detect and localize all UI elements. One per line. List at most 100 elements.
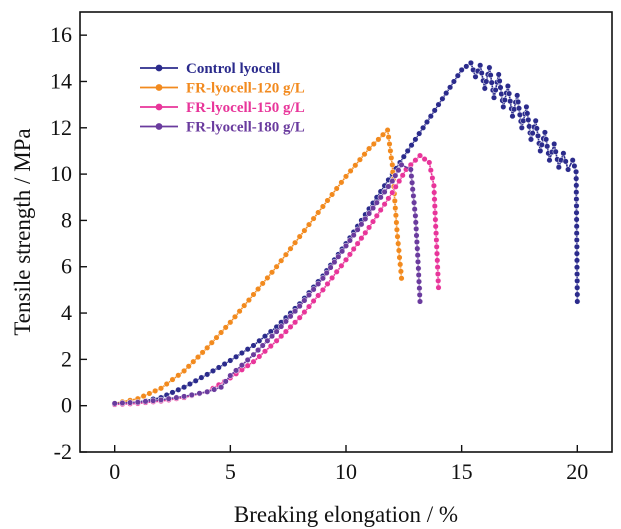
data-point <box>198 374 205 381</box>
data-point <box>433 243 440 250</box>
data-point <box>416 298 424 305</box>
y-tick-label: 10 <box>50 161 72 186</box>
data-point <box>412 219 419 226</box>
data-point <box>408 142 415 149</box>
data-point <box>506 90 513 97</box>
data-point <box>393 219 400 226</box>
data-point <box>331 259 338 266</box>
data-point <box>574 298 581 305</box>
x-tick-label: 15 <box>451 459 473 484</box>
data-point <box>552 148 559 155</box>
data-point <box>282 328 289 335</box>
data-point <box>415 271 422 279</box>
data-point <box>423 118 431 126</box>
data-point <box>529 130 536 137</box>
series-1 <box>111 59 581 408</box>
data-point <box>296 314 303 321</box>
data-point <box>384 127 391 134</box>
data-point <box>391 197 398 204</box>
data-point <box>361 151 368 158</box>
data-point <box>329 274 336 281</box>
data-point <box>392 172 399 179</box>
data-point <box>432 209 439 216</box>
data-point <box>218 384 225 391</box>
legend-marker <box>155 84 163 91</box>
legend-label: FR-lyocell-150 g/L <box>186 100 305 116</box>
data-point <box>544 143 551 150</box>
data-point <box>377 194 384 201</box>
data-point <box>369 218 377 225</box>
data-point <box>381 201 388 208</box>
data-point <box>273 337 280 344</box>
data-point <box>238 349 245 357</box>
data-point <box>278 323 285 330</box>
series-layer <box>111 59 581 408</box>
data-point <box>339 248 346 255</box>
data-point <box>389 161 396 168</box>
data-point <box>301 297 308 304</box>
data-point <box>287 313 294 320</box>
data-point <box>421 156 428 163</box>
x-tick-label: 5 <box>225 459 236 484</box>
data-point <box>534 132 542 139</box>
data-point <box>157 396 165 403</box>
data-point <box>335 253 342 260</box>
data-point <box>338 262 345 269</box>
data-point <box>398 275 405 282</box>
data-point <box>395 240 402 247</box>
data-point <box>394 233 401 240</box>
data-point <box>244 346 251 353</box>
legend-label: FR-lyocell-120 g/L <box>186 81 305 97</box>
data-point <box>250 291 257 298</box>
data-point <box>571 162 578 170</box>
data-point <box>486 64 493 71</box>
data-point <box>315 209 322 216</box>
data-point <box>565 166 572 173</box>
data-point <box>324 197 331 204</box>
data-point <box>287 323 294 330</box>
data-point <box>574 291 581 298</box>
y-tick-label: 4 <box>61 300 72 325</box>
data-point <box>273 263 280 270</box>
data-point <box>400 153 407 160</box>
data-point <box>301 227 308 234</box>
data-point <box>350 232 357 239</box>
data-point <box>264 337 271 344</box>
data-point <box>435 277 442 284</box>
data-point <box>352 162 359 169</box>
series-line <box>114 61 579 406</box>
data-point <box>463 63 470 70</box>
series-3 <box>111 152 442 408</box>
y-tick-label: 14 <box>50 68 72 93</box>
data-point <box>227 372 234 379</box>
data-point <box>366 210 373 217</box>
data-point <box>447 84 454 91</box>
y-tick-label: 2 <box>61 346 72 371</box>
data-point <box>282 318 289 325</box>
data-point <box>415 278 423 285</box>
data-point <box>573 202 580 209</box>
data-point <box>573 189 580 196</box>
data-point <box>181 384 188 391</box>
data-point <box>490 94 498 101</box>
data-point <box>261 348 269 355</box>
data-point <box>354 240 361 247</box>
data-point <box>573 257 581 264</box>
data-point <box>511 106 518 113</box>
data-point <box>218 329 225 336</box>
data-point <box>497 84 504 91</box>
data-point <box>208 339 215 346</box>
data-point <box>292 308 299 315</box>
data-point <box>227 357 234 364</box>
data-point <box>413 225 420 232</box>
data-point <box>146 390 153 397</box>
data-point <box>520 117 527 124</box>
data-point <box>543 136 550 143</box>
data-point <box>413 232 420 239</box>
data-point <box>346 251 353 258</box>
data-point <box>573 196 580 203</box>
data-point <box>467 59 474 66</box>
legend: Control lyocell FR-lyocell-120 g/L FR-lyoc… <box>140 61 305 136</box>
data-point <box>537 147 544 154</box>
